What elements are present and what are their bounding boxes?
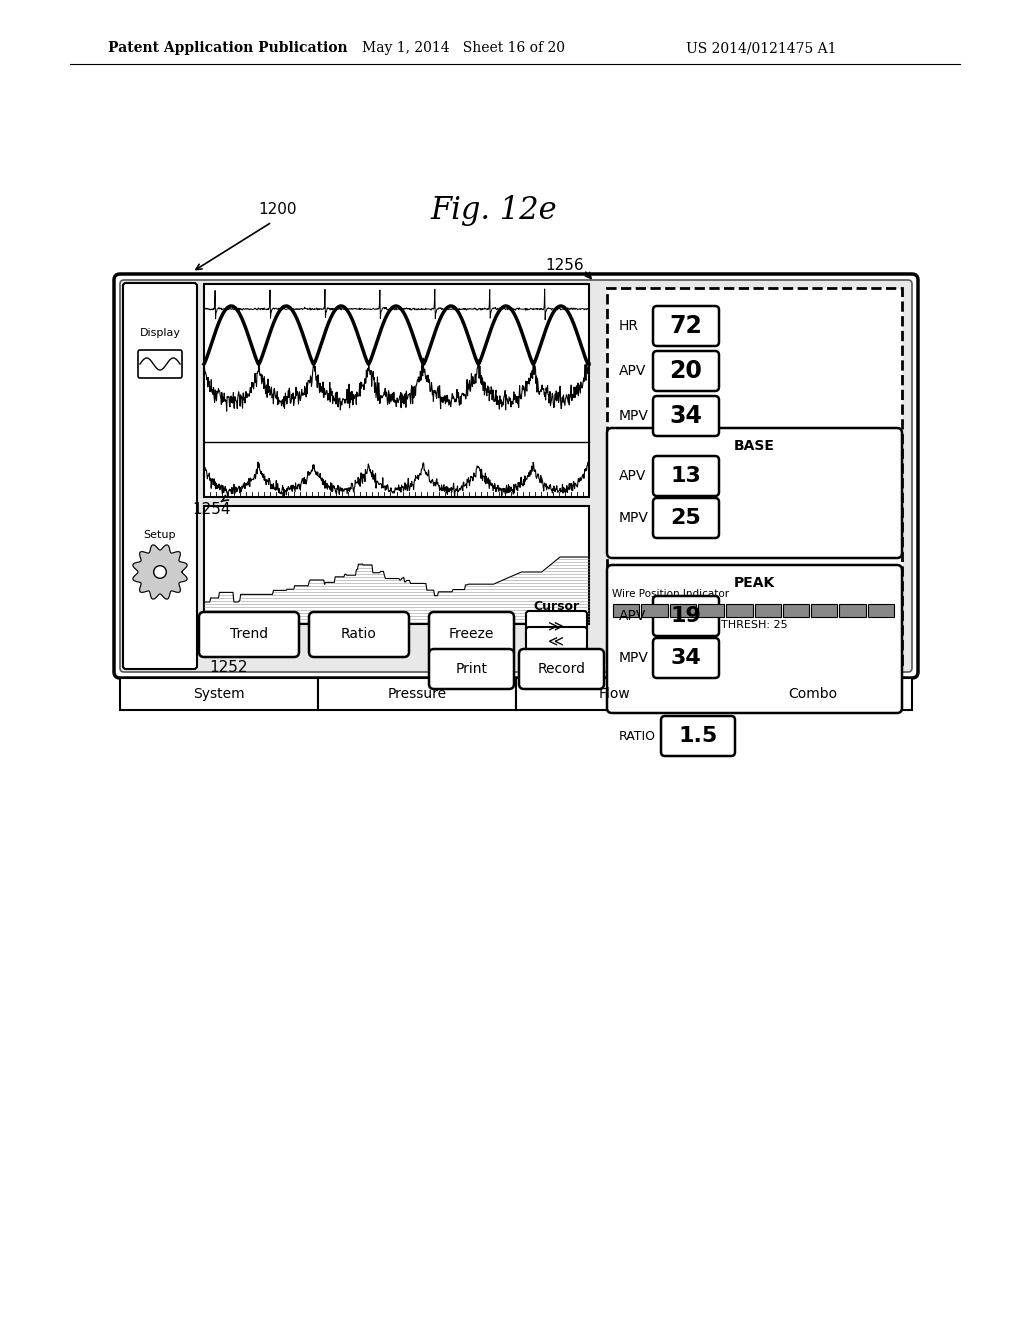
Text: Trend: Trend bbox=[230, 627, 268, 642]
FancyBboxPatch shape bbox=[653, 597, 719, 636]
Bar bbox=[516, 678, 714, 710]
Text: 1256: 1256 bbox=[546, 259, 584, 273]
Polygon shape bbox=[133, 545, 187, 599]
Bar bbox=[698, 605, 724, 616]
Text: MPV: MPV bbox=[618, 409, 649, 422]
FancyBboxPatch shape bbox=[199, 612, 299, 657]
Text: System: System bbox=[194, 686, 245, 701]
Text: 34: 34 bbox=[671, 648, 701, 668]
Bar bbox=[120, 678, 318, 710]
FancyBboxPatch shape bbox=[526, 611, 587, 642]
Bar bbox=[867, 605, 894, 616]
Text: Flow: Flow bbox=[599, 686, 631, 701]
Text: MPV: MPV bbox=[618, 651, 649, 665]
Bar bbox=[318, 678, 516, 710]
Bar bbox=[726, 605, 753, 616]
Text: APV: APV bbox=[618, 609, 646, 623]
Text: 1200: 1200 bbox=[258, 202, 297, 218]
Text: HR: HR bbox=[618, 319, 639, 333]
Bar bbox=[204, 284, 589, 498]
FancyBboxPatch shape bbox=[114, 275, 918, 678]
Text: Fig. 12e: Fig. 12e bbox=[430, 194, 557, 226]
Bar bbox=[755, 605, 780, 616]
Text: Print: Print bbox=[456, 663, 487, 676]
Text: May 1, 2014   Sheet 16 of 20: May 1, 2014 Sheet 16 of 20 bbox=[362, 41, 565, 55]
Text: APV: APV bbox=[618, 364, 646, 378]
FancyBboxPatch shape bbox=[662, 715, 735, 756]
Bar bbox=[613, 605, 639, 616]
Bar bbox=[641, 605, 668, 616]
Text: 72: 72 bbox=[670, 314, 702, 338]
Bar bbox=[670, 605, 696, 616]
FancyBboxPatch shape bbox=[519, 649, 604, 689]
Text: 34: 34 bbox=[670, 404, 702, 428]
Text: 1252: 1252 bbox=[209, 660, 248, 675]
FancyBboxPatch shape bbox=[309, 612, 409, 657]
FancyBboxPatch shape bbox=[653, 498, 719, 539]
FancyBboxPatch shape bbox=[607, 428, 902, 558]
FancyBboxPatch shape bbox=[526, 627, 587, 655]
Text: Record: Record bbox=[538, 663, 586, 676]
Bar bbox=[811, 605, 838, 616]
Text: ≪: ≪ bbox=[548, 634, 564, 648]
Text: ≫: ≫ bbox=[548, 619, 564, 634]
Circle shape bbox=[154, 566, 166, 578]
Text: THRESH: 25: THRESH: 25 bbox=[721, 620, 787, 630]
Text: 25: 25 bbox=[671, 508, 701, 528]
Text: APV: APV bbox=[618, 469, 646, 483]
Text: Cursor: Cursor bbox=[532, 601, 579, 614]
Bar bbox=[840, 605, 865, 616]
Bar bbox=[782, 605, 809, 616]
Text: 13: 13 bbox=[671, 466, 701, 486]
FancyBboxPatch shape bbox=[429, 649, 514, 689]
Text: Setup: Setup bbox=[143, 531, 176, 540]
FancyBboxPatch shape bbox=[653, 396, 719, 436]
Text: Ratio: Ratio bbox=[341, 627, 377, 642]
Text: PEAK: PEAK bbox=[734, 576, 775, 590]
Text: 20: 20 bbox=[670, 359, 702, 383]
Text: Wire Position Indicator: Wire Position Indicator bbox=[612, 589, 729, 599]
Text: Freeze: Freeze bbox=[449, 627, 495, 642]
Text: Combo: Combo bbox=[788, 686, 838, 701]
Text: Display: Display bbox=[139, 327, 180, 338]
FancyBboxPatch shape bbox=[653, 638, 719, 678]
Text: 1254: 1254 bbox=[193, 502, 230, 517]
FancyBboxPatch shape bbox=[123, 282, 197, 669]
Text: Pressure: Pressure bbox=[387, 686, 446, 701]
Text: BASE: BASE bbox=[734, 440, 775, 453]
Bar bbox=[607, 288, 902, 664]
Text: 19: 19 bbox=[671, 606, 701, 626]
FancyBboxPatch shape bbox=[429, 612, 514, 657]
FancyBboxPatch shape bbox=[653, 306, 719, 346]
FancyBboxPatch shape bbox=[653, 351, 719, 391]
Text: Patent Application Publication: Patent Application Publication bbox=[108, 41, 347, 55]
Bar bbox=[714, 678, 912, 710]
FancyBboxPatch shape bbox=[653, 455, 719, 496]
Text: MPV: MPV bbox=[618, 511, 649, 525]
Text: RATIO: RATIO bbox=[618, 730, 656, 742]
FancyBboxPatch shape bbox=[138, 350, 182, 378]
Bar bbox=[204, 506, 589, 624]
FancyBboxPatch shape bbox=[120, 280, 912, 672]
FancyBboxPatch shape bbox=[607, 565, 902, 713]
Text: 1.5: 1.5 bbox=[678, 726, 718, 746]
Text: US 2014/0121475 A1: US 2014/0121475 A1 bbox=[686, 41, 837, 55]
